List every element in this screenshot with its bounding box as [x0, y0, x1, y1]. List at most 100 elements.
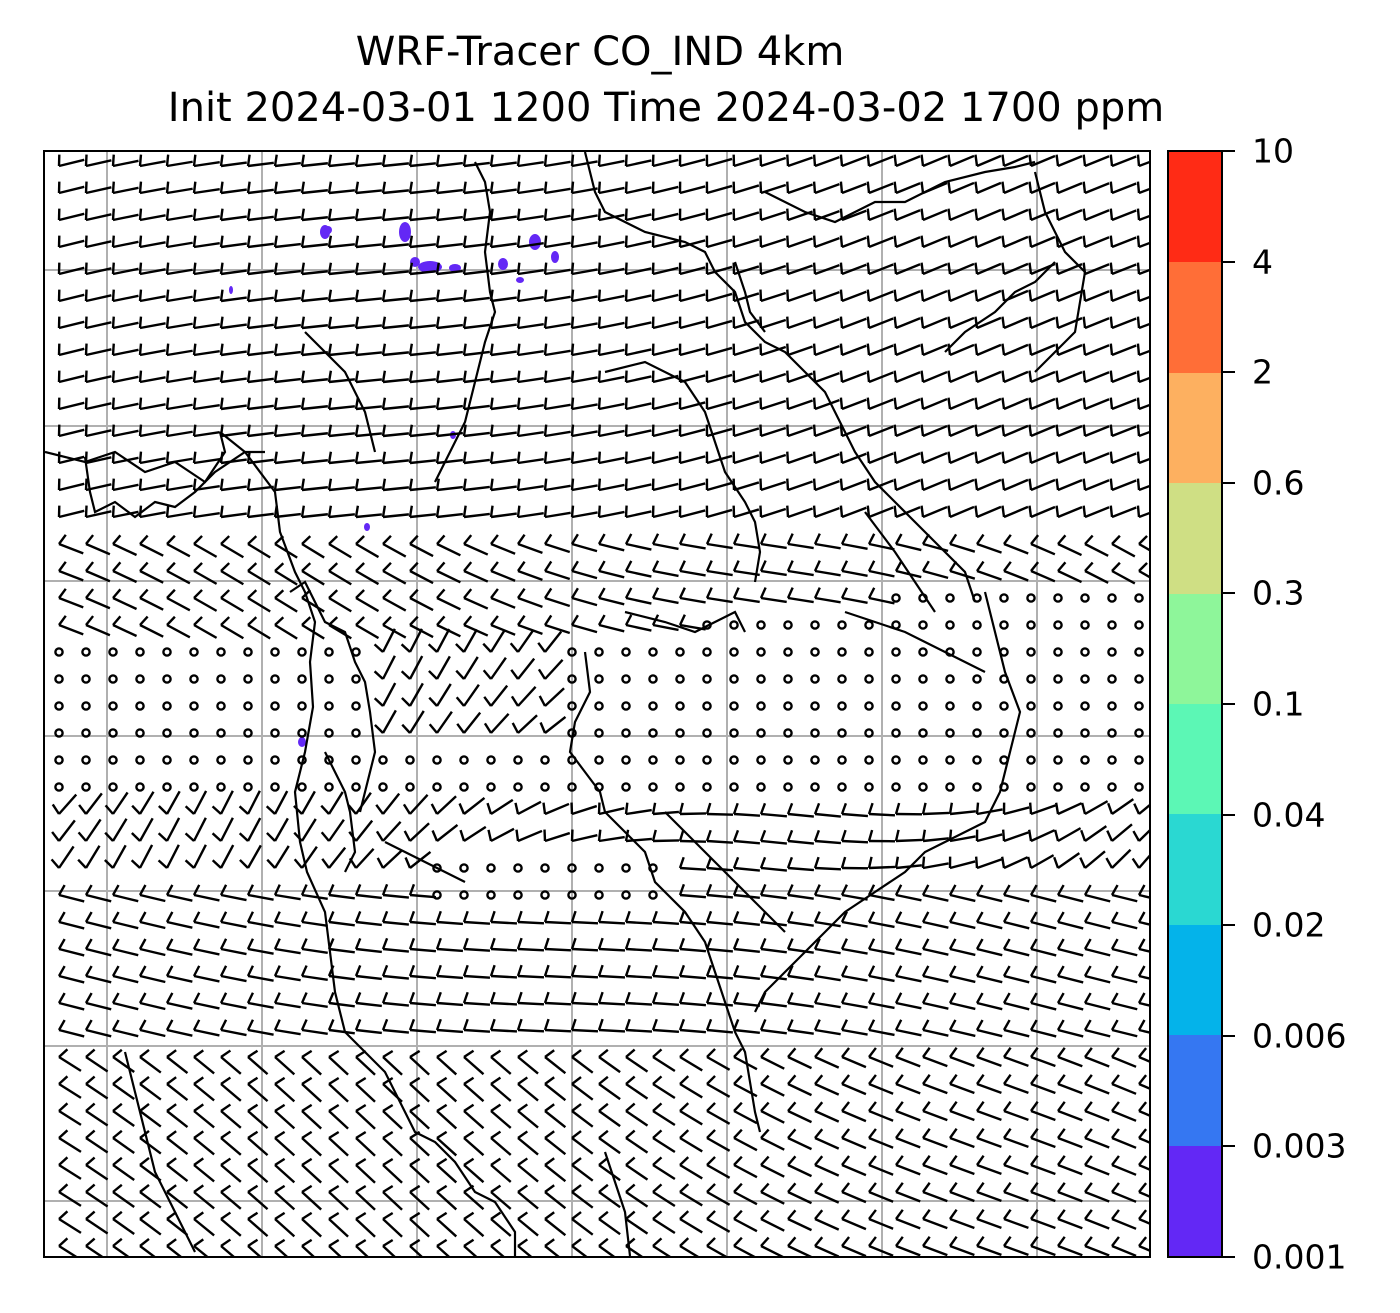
barb-shaft — [1030, 208, 1056, 222]
barb-flag — [382, 1184, 394, 1194]
wind-barb — [759, 181, 787, 195]
wind-barb — [354, 1018, 382, 1035]
barb-shaft — [328, 1137, 349, 1157]
barb-flag — [597, 262, 602, 275]
barb-shaft — [355, 1110, 376, 1130]
barb-flag — [211, 859, 222, 869]
barb-shaft — [517, 188, 544, 195]
wind-barb — [436, 1130, 458, 1157]
barb-shaft — [733, 947, 760, 954]
barb-shaft — [976, 1109, 1002, 1122]
tracer-patch — [498, 258, 508, 270]
colorbar-tick — [1223, 924, 1235, 927]
wind-barb — [866, 478, 894, 492]
barb-flag — [462, 181, 467, 194]
barb-shaft — [868, 452, 894, 465]
barb-shaft — [544, 322, 571, 330]
barb-shaft — [895, 838, 923, 843]
barb-flag — [138, 208, 143, 221]
barb-flag — [975, 802, 980, 815]
wind-barb — [246, 235, 274, 249]
wind-barb — [482, 629, 506, 653]
wind-barb — [238, 790, 261, 815]
barb-shaft — [1003, 1109, 1029, 1122]
barb-shaft — [652, 185, 679, 195]
barb-flag — [246, 911, 255, 923]
wind-barb — [300, 911, 328, 927]
wind-barb — [786, 397, 813, 411]
wind-barb — [273, 424, 301, 438]
barb-shaft — [1030, 424, 1056, 438]
barb-shaft — [868, 182, 894, 195]
barb-flag — [867, 560, 876, 572]
barb-shaft — [462, 656, 479, 680]
barb-shaft — [381, 682, 397, 707]
barb-shaft — [787, 947, 814, 954]
wind-barb — [732, 316, 760, 330]
barb-shaft — [625, 1083, 649, 1100]
calm-circle — [864, 701, 874, 711]
barb-flag — [920, 370, 925, 383]
wind-barb — [975, 965, 1003, 984]
barb-flag — [625, 1183, 636, 1193]
barb-flag — [678, 802, 684, 815]
barb-shaft — [112, 1218, 135, 1236]
wind-barb — [58, 1156, 82, 1180]
barb-flag — [1029, 938, 1038, 950]
barb-shaft — [679, 158, 706, 168]
wind-barb — [1111, 1047, 1137, 1068]
barb-shaft — [1138, 1163, 1149, 1171]
barb-flag — [760, 1209, 770, 1220]
wind-barb — [408, 937, 437, 953]
wind-barb — [1109, 235, 1137, 249]
barb-flag — [348, 857, 358, 869]
barb-shaft — [733, 1001, 760, 1008]
barb-flag — [975, 1019, 984, 1031]
barb-flag — [462, 505, 467, 518]
calm-circle — [270, 755, 280, 765]
map-panel[interactable] — [43, 150, 1151, 1258]
barb-flag — [321, 858, 330, 869]
barb-shaft — [274, 485, 301, 492]
calm-circle — [594, 674, 604, 684]
calm-circle — [162, 647, 172, 657]
barb-flag — [1028, 235, 1033, 248]
barb-shaft — [922, 1136, 948, 1149]
barb-shaft — [409, 569, 434, 585]
barb-shaft — [355, 1218, 376, 1238]
barb-flag — [462, 289, 467, 302]
barb-flag — [976, 560, 985, 572]
calm-circle — [486, 782, 496, 792]
barb-shaft — [84, 845, 101, 869]
barb-flag — [786, 478, 790, 491]
barb-shaft — [166, 542, 191, 558]
barb-shaft — [112, 1137, 135, 1155]
barb-flag — [922, 1209, 931, 1220]
wind-barb — [1028, 451, 1056, 465]
barb-shaft — [679, 974, 707, 980]
wind-barb — [246, 505, 274, 519]
wind-barb — [354, 397, 382, 411]
barb-flag — [517, 1049, 529, 1058]
barb-shaft — [436, 458, 463, 465]
wind-barb — [866, 262, 894, 276]
wind-barb — [922, 1047, 948, 1068]
wind-barb — [192, 911, 220, 929]
calm-circle — [162, 674, 172, 684]
barb-flag — [732, 533, 740, 545]
wind-barb — [1136, 316, 1149, 330]
barb-shaft — [1111, 182, 1137, 195]
wind-barb — [1055, 424, 1083, 438]
barb-shaft — [1138, 542, 1149, 552]
wind-barb — [139, 561, 164, 584]
wind-barb — [489, 991, 518, 1006]
barb-flag — [597, 533, 606, 545]
barb-shaft — [760, 318, 787, 330]
barb-flag — [165, 289, 170, 302]
wind-barb — [786, 560, 814, 577]
barb-shaft — [1111, 920, 1138, 930]
wind-barb — [373, 628, 396, 653]
barb-flag — [1057, 561, 1067, 572]
barb-shaft — [1138, 1136, 1149, 1144]
calm-circle — [1053, 620, 1063, 630]
